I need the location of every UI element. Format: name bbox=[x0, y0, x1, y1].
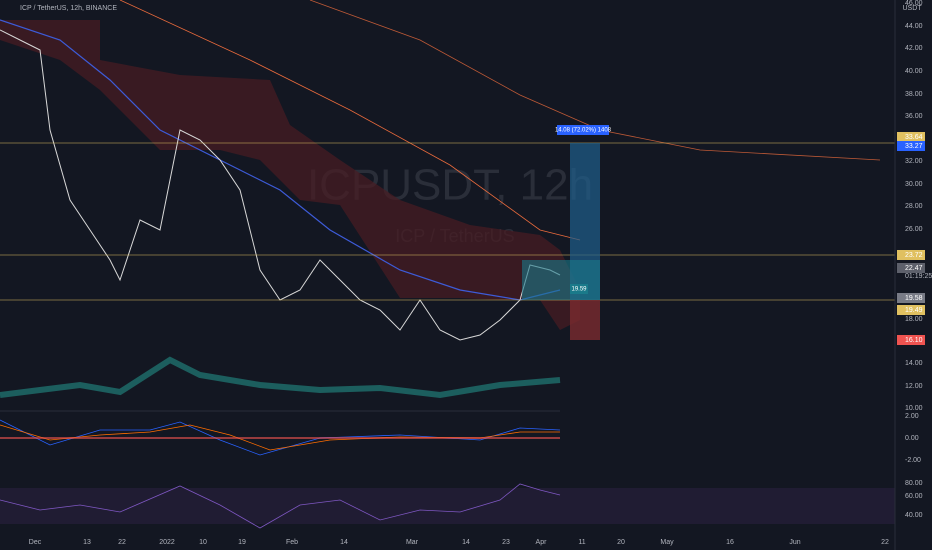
price-label: 30.00 bbox=[905, 181, 923, 188]
price-label: 44.00 bbox=[905, 23, 923, 30]
price-badge: 33.64 bbox=[905, 134, 923, 141]
time-label: 16 bbox=[726, 539, 734, 546]
price-badge-box bbox=[897, 305, 925, 315]
header-currency: USDT bbox=[902, 5, 922, 12]
price-label: 46.00 bbox=[905, 0, 923, 7]
time-label: 14 bbox=[462, 539, 470, 546]
time-label: 11 bbox=[578, 539, 585, 546]
entry-label-box bbox=[570, 284, 588, 294]
rsi-label: 40.00 bbox=[905, 512, 923, 519]
cloud bbox=[0, 20, 580, 330]
time-label: 10 bbox=[199, 539, 207, 546]
price-label: 14.00 bbox=[905, 360, 923, 367]
price-badge: 16.10 bbox=[905, 337, 923, 344]
rsi-label: 80.00 bbox=[905, 480, 923, 487]
price-label: 32.00 bbox=[905, 158, 923, 165]
rsi-band bbox=[0, 488, 895, 524]
volume bbox=[0, 356, 561, 399]
price-badge-box bbox=[897, 263, 925, 273]
price-label: 38.00 bbox=[905, 91, 923, 98]
price-label: 42.00 bbox=[905, 45, 923, 52]
price-badge: 19.58 bbox=[905, 295, 923, 302]
time-label: 13 bbox=[83, 539, 91, 546]
price-label: 36.00 bbox=[905, 113, 923, 120]
rsi-line bbox=[0, 483, 561, 529]
macd-label: 0.00 bbox=[905, 435, 919, 442]
price-label: 26.00 bbox=[905, 226, 923, 233]
ma-200 bbox=[119, 0, 581, 241]
time-label: Apr bbox=[536, 539, 548, 546]
time-label: Jun bbox=[789, 539, 800, 546]
ma-blue bbox=[0, 19, 561, 301]
price-badge: 22.47 bbox=[905, 265, 923, 272]
price-badge-box bbox=[897, 250, 925, 260]
time-label: Feb bbox=[286, 539, 298, 546]
time-label: 22 bbox=[118, 539, 126, 546]
time-label: 2022 bbox=[159, 539, 175, 546]
time-label: 22 bbox=[881, 539, 889, 546]
price-badge: 33.27 bbox=[905, 143, 923, 150]
header-symbol: ICP / TetherUS, 12h, BINANCE bbox=[20, 5, 117, 12]
price-label: 10.00 bbox=[905, 405, 923, 412]
target-label-box bbox=[557, 125, 609, 135]
price-badge: 01:19:25 bbox=[905, 273, 932, 280]
price-badge: 19.49 bbox=[905, 307, 923, 314]
price-badge-box bbox=[897, 141, 925, 151]
price-badge-box bbox=[897, 132, 925, 142]
time-label: 19 bbox=[238, 539, 246, 546]
price-label: 40.00 bbox=[905, 68, 923, 75]
price-badge: 23.72 bbox=[905, 252, 923, 259]
rsi-label: 60.00 bbox=[905, 493, 923, 500]
price-label: 12.00 bbox=[905, 383, 923, 390]
macd-label: -2.00 bbox=[905, 457, 921, 464]
price-label: 18.00 bbox=[905, 316, 923, 323]
price-badge-box bbox=[897, 293, 925, 303]
time-label: 23 bbox=[502, 539, 510, 546]
target-label: 14.08 (72.02%) 1408 bbox=[555, 128, 612, 134]
entry-label: 19.59 bbox=[571, 287, 587, 293]
position-range bbox=[522, 260, 600, 300]
time-label: Mar bbox=[406, 539, 419, 546]
time-label: 14 bbox=[340, 539, 348, 546]
ma-long bbox=[309, 0, 881, 161]
axes: 46.00 44.00 42.00 40.00 38.00 36.00 32.00 30.00… bbox=[29, 0, 932, 546]
position-loss bbox=[570, 300, 600, 340]
macd-label: 2.00 bbox=[905, 413, 919, 420]
price-label: 28.00 bbox=[905, 203, 923, 210]
price-badge-box bbox=[897, 335, 925, 345]
time-label: 20 bbox=[617, 539, 625, 546]
time-label: Dec bbox=[29, 539, 42, 546]
time-label: May bbox=[660, 539, 674, 546]
